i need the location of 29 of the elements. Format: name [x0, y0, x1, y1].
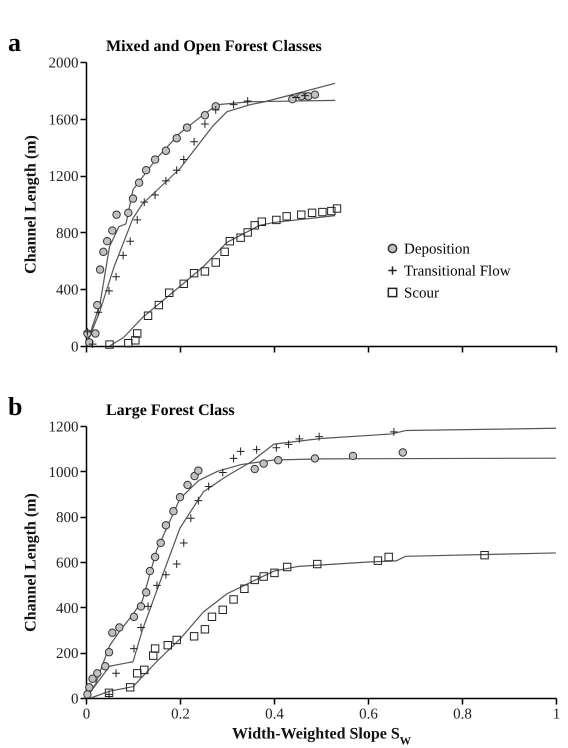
x-tick-label: 1 [552, 706, 560, 722]
y-tick-label: 200 [56, 646, 78, 662]
x-tick-label: 0.6 [359, 706, 378, 722]
y-tick-label: 1000 [48, 464, 78, 481]
legend-label: Scour [404, 286, 439, 302]
y-tick-label: 800 [56, 226, 78, 242]
x-axis-title: Width-Weighted Slope S$_{W}$ [232, 726, 412, 748]
x-tick-label: 0 [82, 706, 90, 722]
y-tick-label: 400 [56, 282, 78, 299]
y-tick-label: 600 [56, 556, 78, 572]
y-axis-title: Channel Length (m) [22, 493, 40, 632]
y-tick-label: 800 [56, 510, 78, 526]
text: b [8, 392, 22, 421]
y-tick-label: 2000 [48, 56, 78, 72]
y-tick-label: 0 [71, 340, 78, 356]
y-tick-label: 1600 [48, 112, 78, 128]
y-tick-label: 400 [56, 600, 78, 617]
legend-label: Transitional Flow [404, 264, 511, 280]
y-tick-label: 1200 [48, 420, 78, 436]
chart-title: Mixed and Open Forest Classes [106, 38, 322, 55]
y-tick-label: 0 [71, 692, 78, 708]
x-tick-label: 0.4 [265, 706, 284, 722]
y-axis-title: Channel Length (m) [22, 135, 40, 274]
x-tick-label: 0.8 [453, 706, 472, 722]
legend-label: Deposition [404, 242, 470, 258]
text: a [8, 28, 21, 57]
x-tick-label: 0.2 [171, 706, 190, 722]
chart-title: Large Forest Class [106, 402, 235, 419]
y-tick-label: 1200 [48, 169, 78, 186]
